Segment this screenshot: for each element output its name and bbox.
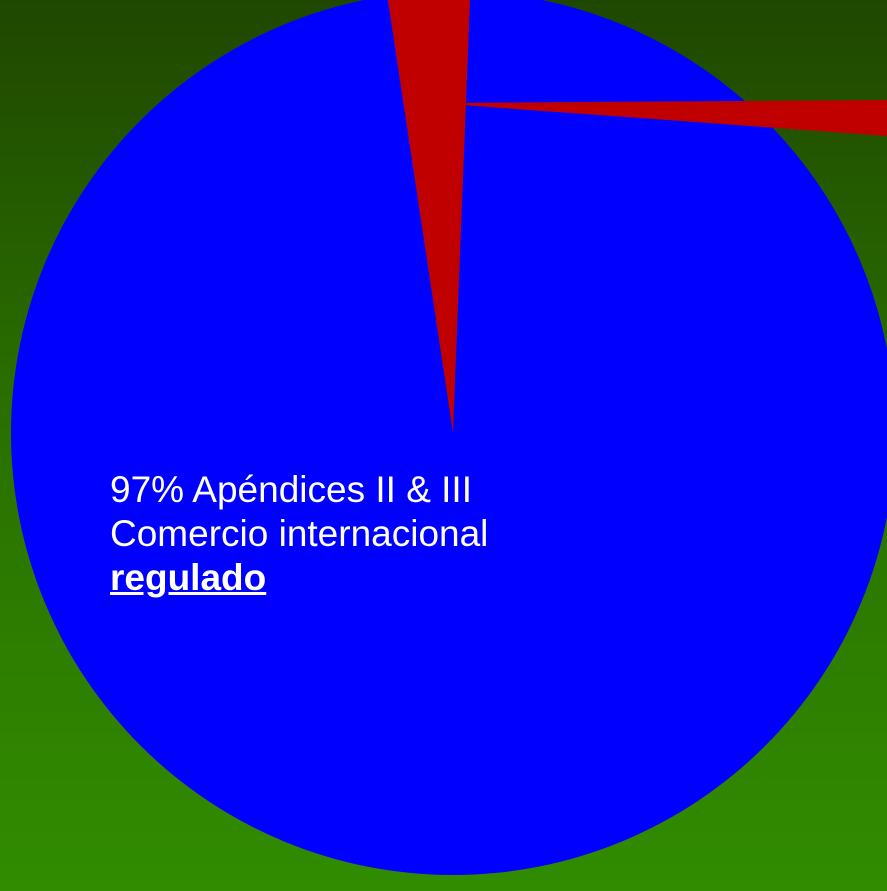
pie-slice-exploded-fragment bbox=[433, 100, 887, 136]
annotation-line-3: regulado bbox=[110, 557, 267, 598]
pie-annotation: 97% Apéndices II & III Comercio internac… bbox=[110, 468, 710, 600]
annotation-line-1: 97% Apéndices II & III bbox=[110, 469, 472, 510]
pie-slice-other bbox=[387, 0, 471, 433]
pie-slice-appendices bbox=[11, 0, 887, 875]
annotation-line-2: Comercio internacional bbox=[110, 513, 489, 554]
